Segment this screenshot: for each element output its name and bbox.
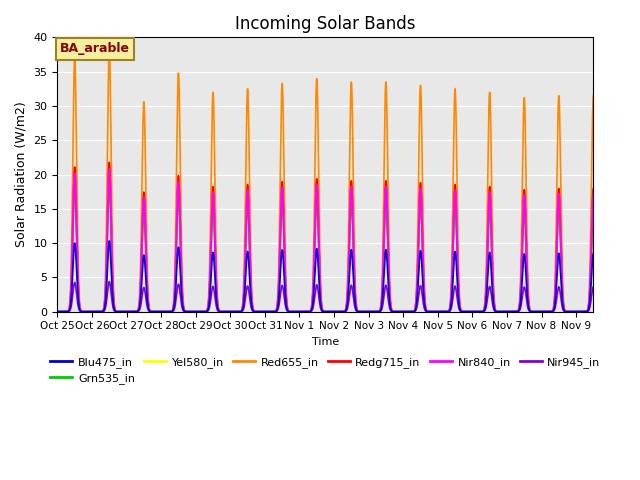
Title: Incoming Solar Bands: Incoming Solar Bands	[235, 15, 415, 33]
Legend: Blu475_in, Grn535_in, Yel580_in, Red655_in, Redg715_in, Nir840_in, Nir945_in: Blu475_in, Grn535_in, Yel580_in, Red655_…	[46, 352, 605, 388]
X-axis label: Time: Time	[312, 337, 339, 347]
Text: BA_arable: BA_arable	[60, 42, 130, 55]
Y-axis label: Solar Radiation (W/m2): Solar Radiation (W/m2)	[15, 102, 28, 247]
